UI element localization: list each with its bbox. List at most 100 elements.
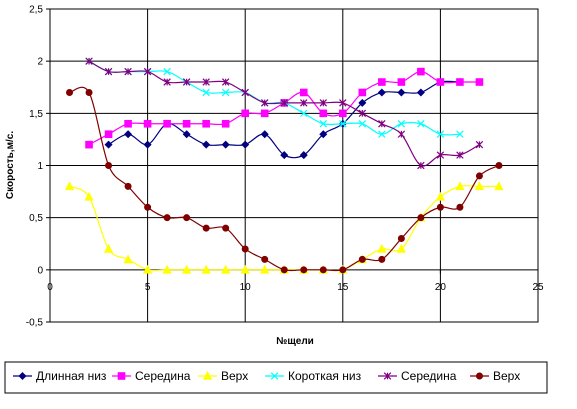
data-point (319, 130, 328, 139)
legend-marker (117, 372, 126, 380)
legend-item: Длинная низ (13, 369, 107, 383)
data-point (397, 235, 405, 243)
data-point (163, 78, 171, 86)
data-point (221, 140, 230, 149)
data-point (299, 151, 308, 160)
data-point (183, 214, 191, 222)
data-point (182, 130, 191, 139)
data-point (417, 67, 425, 76)
x-tick-label: 20 (435, 282, 447, 293)
y-tick-label: 2,5 (29, 5, 43, 16)
series-line (69, 185, 499, 272)
x-tick-label: 15 (337, 282, 349, 293)
data-point (241, 140, 250, 149)
data-point (221, 119, 230, 128)
x-tick-label: 5 (145, 282, 151, 293)
data-point (182, 119, 191, 128)
legend-label: Верх (221, 369, 248, 383)
data-point (475, 140, 484, 149)
data-point (241, 109, 249, 118)
data-point (280, 99, 288, 107)
legend-item: Короткая низ (265, 369, 362, 383)
series-4 (85, 57, 464, 138)
series-lines (64, 57, 504, 274)
data-point (339, 109, 347, 118)
legend-box (4, 361, 548, 394)
data-point (163, 67, 171, 76)
data-point (85, 140, 93, 149)
data-point (221, 78, 230, 86)
data-point (319, 120, 328, 128)
data-point (456, 203, 464, 211)
data-point (260, 109, 269, 118)
data-point (456, 130, 464, 138)
data-point (240, 264, 250, 274)
data-point (436, 130, 445, 138)
data-point (494, 181, 504, 191)
data-point (436, 151, 445, 159)
data-point (416, 88, 425, 97)
data-point (300, 109, 308, 118)
tick-labels: 0 5 10 15 20 25 -0,5 0 0,5 1 1,5 2 2,5 (26, 5, 544, 329)
data-point (474, 181, 485, 191)
legend-label: Верх (493, 369, 520, 383)
data-point (202, 88, 210, 97)
data-point (358, 88, 367, 97)
data-point (143, 67, 152, 76)
data-point (300, 99, 308, 107)
data-point (163, 119, 171, 128)
x-tick-label: 10 (240, 282, 252, 293)
data-point (475, 172, 483, 180)
data-point (397, 78, 406, 86)
series-2 (85, 67, 484, 149)
data-point (456, 78, 464, 86)
data-point (66, 88, 74, 96)
legend-item: Верх (198, 369, 248, 383)
data-point (280, 151, 289, 160)
data-point (417, 214, 425, 222)
data-point (436, 78, 445, 86)
legend-item: Середина (112, 369, 191, 383)
series-line (108, 80, 460, 159)
data-point (260, 264, 270, 274)
data-point (397, 88, 406, 97)
data-point (339, 266, 347, 274)
data-point (339, 120, 347, 128)
data-point (182, 78, 191, 86)
data-point (319, 266, 327, 274)
data-point (397, 130, 406, 138)
data-point (201, 264, 211, 274)
data-point (435, 191, 446, 201)
data-point (397, 120, 406, 128)
data-point (85, 88, 93, 96)
legend-marker (18, 371, 27, 381)
data-point (104, 67, 113, 76)
x-tick-label: 25 (532, 282, 544, 293)
grid-lines (50, 9, 538, 322)
data-point (261, 255, 269, 263)
series-6 (66, 86, 503, 274)
data-point (142, 264, 153, 274)
data-point (241, 245, 249, 253)
data-point (319, 109, 328, 118)
data-point (455, 181, 465, 191)
data-point (396, 243, 406, 253)
data-point (221, 264, 231, 274)
legend-marker (270, 372, 279, 380)
data-point (358, 255, 366, 263)
data-point (436, 203, 444, 211)
y-tick-label: 1 (37, 161, 43, 172)
legend-label: Середина (135, 369, 191, 383)
y-tick-label: 0 (37, 265, 43, 276)
data-point (64, 181, 75, 191)
y-tick-label: 1,5 (29, 109, 43, 120)
x-axis-label: №щели (276, 336, 314, 347)
x-tick-label: 0 (47, 282, 53, 293)
legend: Длинная низ Середина Верх Короткая низ Серед… (4, 361, 548, 394)
data-point (377, 88, 386, 97)
data-point (104, 130, 113, 138)
y-axis-label: Скорость,м/с. (5, 131, 16, 199)
data-point (378, 255, 386, 263)
series-5 (85, 57, 484, 170)
